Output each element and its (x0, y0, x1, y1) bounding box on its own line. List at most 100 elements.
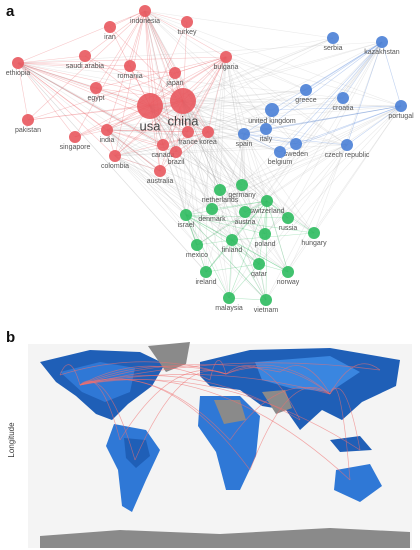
edge (225, 56, 297, 145)
edge (106, 129, 189, 133)
edge (149, 105, 297, 145)
edge (225, 56, 260, 265)
node-label: saudi arabia (66, 63, 104, 70)
edge (287, 41, 383, 219)
edge (27, 105, 151, 121)
node-label: singapore (60, 144, 91, 151)
node (337, 92, 349, 104)
edge (205, 239, 233, 273)
node-label: indonesia (130, 18, 160, 25)
node (69, 131, 81, 143)
edge (182, 100, 267, 130)
node (226, 234, 238, 246)
edge (144, 10, 334, 39)
edge (205, 133, 245, 273)
node (200, 266, 212, 278)
edge (207, 131, 315, 234)
flow (59, 361, 227, 376)
edge (207, 131, 268, 202)
flow (329, 363, 381, 395)
edge (144, 10, 307, 91)
edge (243, 133, 297, 145)
edge (17, 10, 146, 64)
node-label: japan (165, 80, 183, 87)
edge (182, 100, 281, 153)
flow (329, 387, 361, 451)
node-label: finland (222, 247, 243, 254)
edge (182, 100, 187, 216)
node (261, 195, 273, 207)
edge (182, 100, 348, 146)
flow (229, 387, 331, 441)
edge (17, 62, 233, 241)
edge (207, 131, 230, 299)
edge (84, 55, 151, 107)
flow (59, 364, 81, 386)
edge (114, 37, 334, 157)
node-label: germany (228, 192, 256, 199)
edge (346, 105, 402, 146)
edge (231, 239, 289, 273)
node-label: colombia (101, 163, 129, 170)
node-label: egypt (87, 95, 104, 102)
edge (225, 37, 334, 58)
edge (149, 105, 233, 241)
edge (266, 41, 383, 202)
edge (114, 155, 266, 235)
edge (185, 214, 260, 265)
edge (95, 10, 146, 89)
node-label: israel (178, 222, 195, 229)
edge (271, 105, 402, 111)
edge (174, 56, 227, 74)
edge (149, 105, 187, 216)
edge (207, 56, 227, 133)
edge (243, 133, 289, 219)
edge (185, 105, 402, 216)
edge (265, 105, 402, 130)
edge (182, 100, 260, 265)
edge (182, 37, 334, 102)
flow (79, 362, 381, 386)
node (169, 67, 181, 79)
edge (258, 105, 402, 265)
edge (258, 263, 267, 301)
edge (17, 62, 161, 172)
node-label: austria (234, 219, 255, 226)
flow (279, 365, 331, 395)
edge (144, 10, 227, 58)
node-label: romania (117, 73, 142, 80)
edge (211, 144, 348, 210)
node (170, 146, 182, 158)
land (334, 464, 382, 502)
edge (196, 56, 227, 246)
edge (228, 297, 267, 301)
edge (144, 10, 151, 107)
node (157, 139, 169, 151)
edge (225, 56, 289, 273)
edge (211, 105, 402, 210)
node-label: greece (295, 97, 317, 104)
node-label: malaysia (215, 305, 243, 312)
node-label: serbia (323, 45, 342, 52)
edge (149, 105, 230, 299)
edge (207, 131, 245, 135)
node-label: brazil (168, 159, 185, 166)
edge (114, 143, 297, 157)
edge (106, 129, 187, 216)
flow (119, 370, 227, 441)
edge (129, 10, 146, 67)
edge (211, 200, 268, 210)
edge (17, 62, 268, 202)
node (137, 93, 163, 119)
edge (144, 10, 267, 130)
node (154, 165, 166, 177)
edge (106, 129, 297, 145)
node (109, 150, 121, 162)
edge (17, 62, 209, 133)
edge (159, 131, 209, 172)
edge (258, 144, 348, 265)
edge (381, 41, 402, 107)
edge (185, 200, 268, 216)
edge (225, 56, 348, 146)
edge (17, 62, 246, 213)
